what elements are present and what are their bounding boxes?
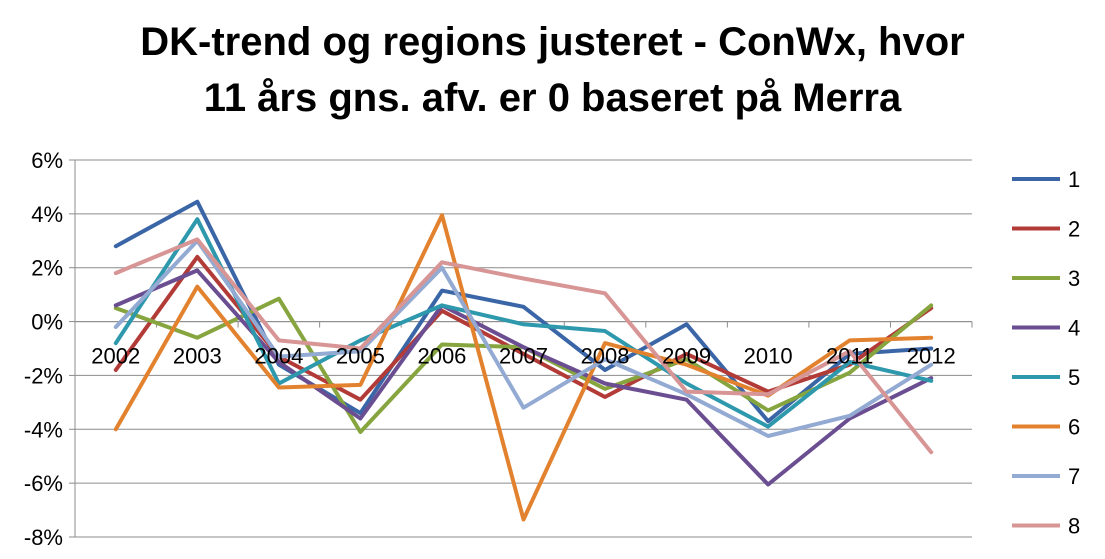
chart-title-line-1: DK-trend og regions justeret - ConWx, hv…: [140, 20, 965, 64]
x-tick-label: 2003: [173, 344, 222, 369]
x-tick-label: 2004: [254, 344, 303, 369]
x-tick-label: 2011: [826, 344, 873, 369]
legend-label-6: 6: [1068, 415, 1080, 440]
y-tick-label: 4%: [31, 202, 63, 227]
legend-label-7: 7: [1068, 464, 1080, 489]
series-line-2: [113, 254, 934, 402]
legend-label-4: 4: [1068, 316, 1080, 341]
series-line-8: [113, 237, 934, 455]
legend-label-3: 3: [1068, 266, 1080, 291]
legend-label-1: 1: [1068, 167, 1080, 192]
legend: 1 2 3 4 5 6 7 8: [1012, 167, 1080, 539]
y-tick-label: -4%: [24, 417, 63, 442]
chart-title-line-2: 11 års gns. afv. er 0 baseret på Merra: [203, 76, 902, 120]
x-tick-label: 2006: [417, 344, 466, 369]
x-tick-label: 2005: [336, 344, 385, 369]
series-line-5: [113, 217, 934, 429]
y-tick-labels: 6% 4% 2% 0% -2% -4% -6% -8%: [24, 148, 63, 550]
x-tick-label: 2007: [499, 344, 548, 369]
y-tick-label: 2%: [31, 256, 63, 281]
y-tick-label: 6%: [31, 148, 63, 173]
x-tick-label: 2008: [581, 344, 630, 369]
x-tick-label: 2002: [91, 344, 140, 369]
y-tick-label: -2%: [24, 363, 63, 388]
series-line-6: [113, 213, 934, 522]
chart-title: DK-trend og regions justeret - ConWx, hv…: [0, 14, 1105, 126]
x-tick-label: 2009: [662, 344, 711, 369]
y-tick-label: -6%: [24, 471, 63, 496]
series-lines: [113, 199, 934, 522]
series-line-1: [113, 199, 934, 424]
x-tick-label: 2012: [907, 344, 956, 369]
x-tick-label: 2010: [744, 344, 793, 369]
series-line-7: [113, 238, 934, 438]
legend-label-2: 2: [1068, 217, 1080, 242]
legend-label-5: 5: [1068, 365, 1080, 390]
legend-label-8: 8: [1068, 514, 1080, 539]
y-tick-label: 0%: [31, 310, 63, 335]
x-tick-labels: 2002 2003 2004 2005 2006 2007 2008 2009 2010 2011…: [91, 344, 955, 369]
y-tick-label: -8%: [24, 525, 63, 550]
